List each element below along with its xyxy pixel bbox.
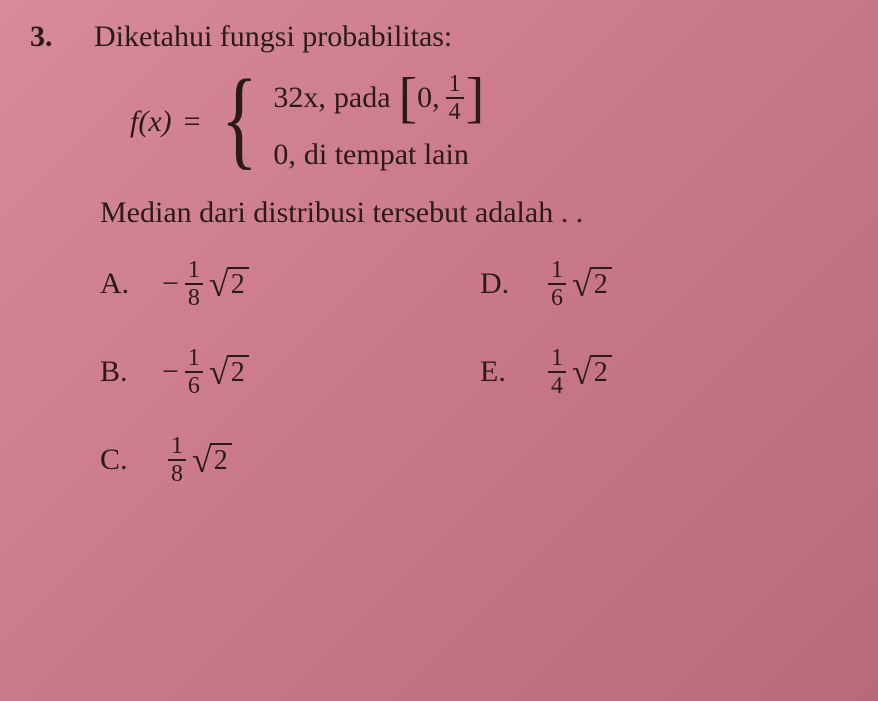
option-a-value: − 1 8 √ 2 — [162, 258, 249, 310]
option-e-frac: 1 4 — [548, 346, 566, 398]
question-text: Diketahui fungsi probabilitas: — [94, 20, 452, 54]
option-c-frac: 1 8 — [168, 434, 186, 486]
option-e-sqrt: √ 2 — [572, 355, 612, 389]
option-a-den: 8 — [188, 285, 200, 310]
interval-content: 0, 1 4 — [417, 72, 466, 124]
option-d-den: 6 — [551, 285, 563, 310]
option-a-label: A. — [100, 267, 132, 301]
option-d-rad: 2 — [590, 267, 612, 301]
option-b: B. − 1 6 √ 2 — [100, 346, 420, 398]
interval-start: 0, — [417, 81, 440, 115]
option-d: D. 1 6 √ 2 — [480, 258, 800, 310]
option-b-rad: 2 — [227, 355, 249, 389]
case-line-2: 0, di tempat lain — [273, 138, 484, 172]
option-d-num: 1 — [548, 258, 566, 285]
option-a-rad: 2 — [227, 267, 249, 301]
formula-equals: = — [184, 105, 201, 139]
option-b-sign: − — [162, 355, 179, 389]
option-e-rad: 2 — [590, 355, 612, 389]
option-c: C. 1 8 √ 2 — [100, 434, 420, 486]
cases: 32x, pada [ 0, 1 4 ] 0, di tempat la — [273, 72, 484, 172]
formula-block: f(x) = { 32x, pada [ 0, 1 4 ] — [130, 72, 848, 172]
option-d-label: D. — [480, 267, 512, 301]
left-brace: { — [220, 72, 257, 172]
case1-word: pada — [334, 81, 391, 115]
option-b-den: 6 — [188, 373, 200, 398]
option-e-label: E. — [480, 355, 512, 389]
option-b-value: − 1 6 √ 2 — [162, 346, 249, 398]
interval-frac-den: 4 — [449, 99, 461, 124]
option-d-frac: 1 6 — [548, 258, 566, 310]
case2-zero: 0, — [273, 138, 296, 172]
option-b-frac: 1 6 — [185, 346, 203, 398]
left-bracket: [ — [399, 84, 418, 112]
question-header: 3. Diketahui fungsi probabilitas: — [30, 20, 848, 54]
option-e: E. 1 4 √ 2 — [480, 346, 800, 398]
option-e-value: 1 4 √ 2 — [542, 346, 612, 398]
case1-expr: 32x, — [273, 81, 326, 115]
option-d-sqrt: √ 2 — [572, 267, 612, 301]
option-a: A. − 1 8 √ 2 — [100, 258, 420, 310]
case2-text: di tempat lain — [304, 138, 469, 172]
option-c-label: C. — [100, 443, 132, 477]
formula-lhs: f(x) — [130, 105, 172, 139]
option-c-num: 1 — [168, 434, 186, 461]
option-e-num: 1 — [548, 346, 566, 373]
right-bracket: ] — [466, 84, 485, 112]
median-text: Median dari distribusi tersebut adalah .… — [100, 196, 848, 230]
option-c-den: 8 — [171, 461, 183, 486]
option-a-num: 1 — [185, 258, 203, 285]
interval-frac-num: 1 — [446, 72, 464, 99]
interval-end-frac: 1 4 — [446, 72, 464, 124]
option-a-sign: − — [162, 267, 179, 301]
option-b-num: 1 — [185, 346, 203, 373]
option-b-label: B. — [100, 355, 132, 389]
option-c-rad: 2 — [210, 443, 232, 477]
option-c-value: 1 8 √ 2 — [162, 434, 232, 486]
option-c-sqrt: √ 2 — [192, 443, 232, 477]
option-d-value: 1 6 √ 2 — [542, 258, 612, 310]
question-number: 3. — [30, 20, 66, 54]
case-line-1: 32x, pada [ 0, 1 4 ] — [273, 72, 484, 124]
cases-brace-wrap: { 32x, pada [ 0, 1 4 ] 0 — [213, 72, 485, 172]
interval: [ 0, 1 4 ] — [399, 72, 485, 124]
option-b-sqrt: √ 2 — [209, 355, 249, 389]
options-grid: A. − 1 8 √ 2 D. 1 6 √ 2 B — [100, 258, 848, 486]
option-e-den: 4 — [551, 373, 563, 398]
option-a-sqrt: √ 2 — [209, 267, 249, 301]
option-a-frac: 1 8 — [185, 258, 203, 310]
